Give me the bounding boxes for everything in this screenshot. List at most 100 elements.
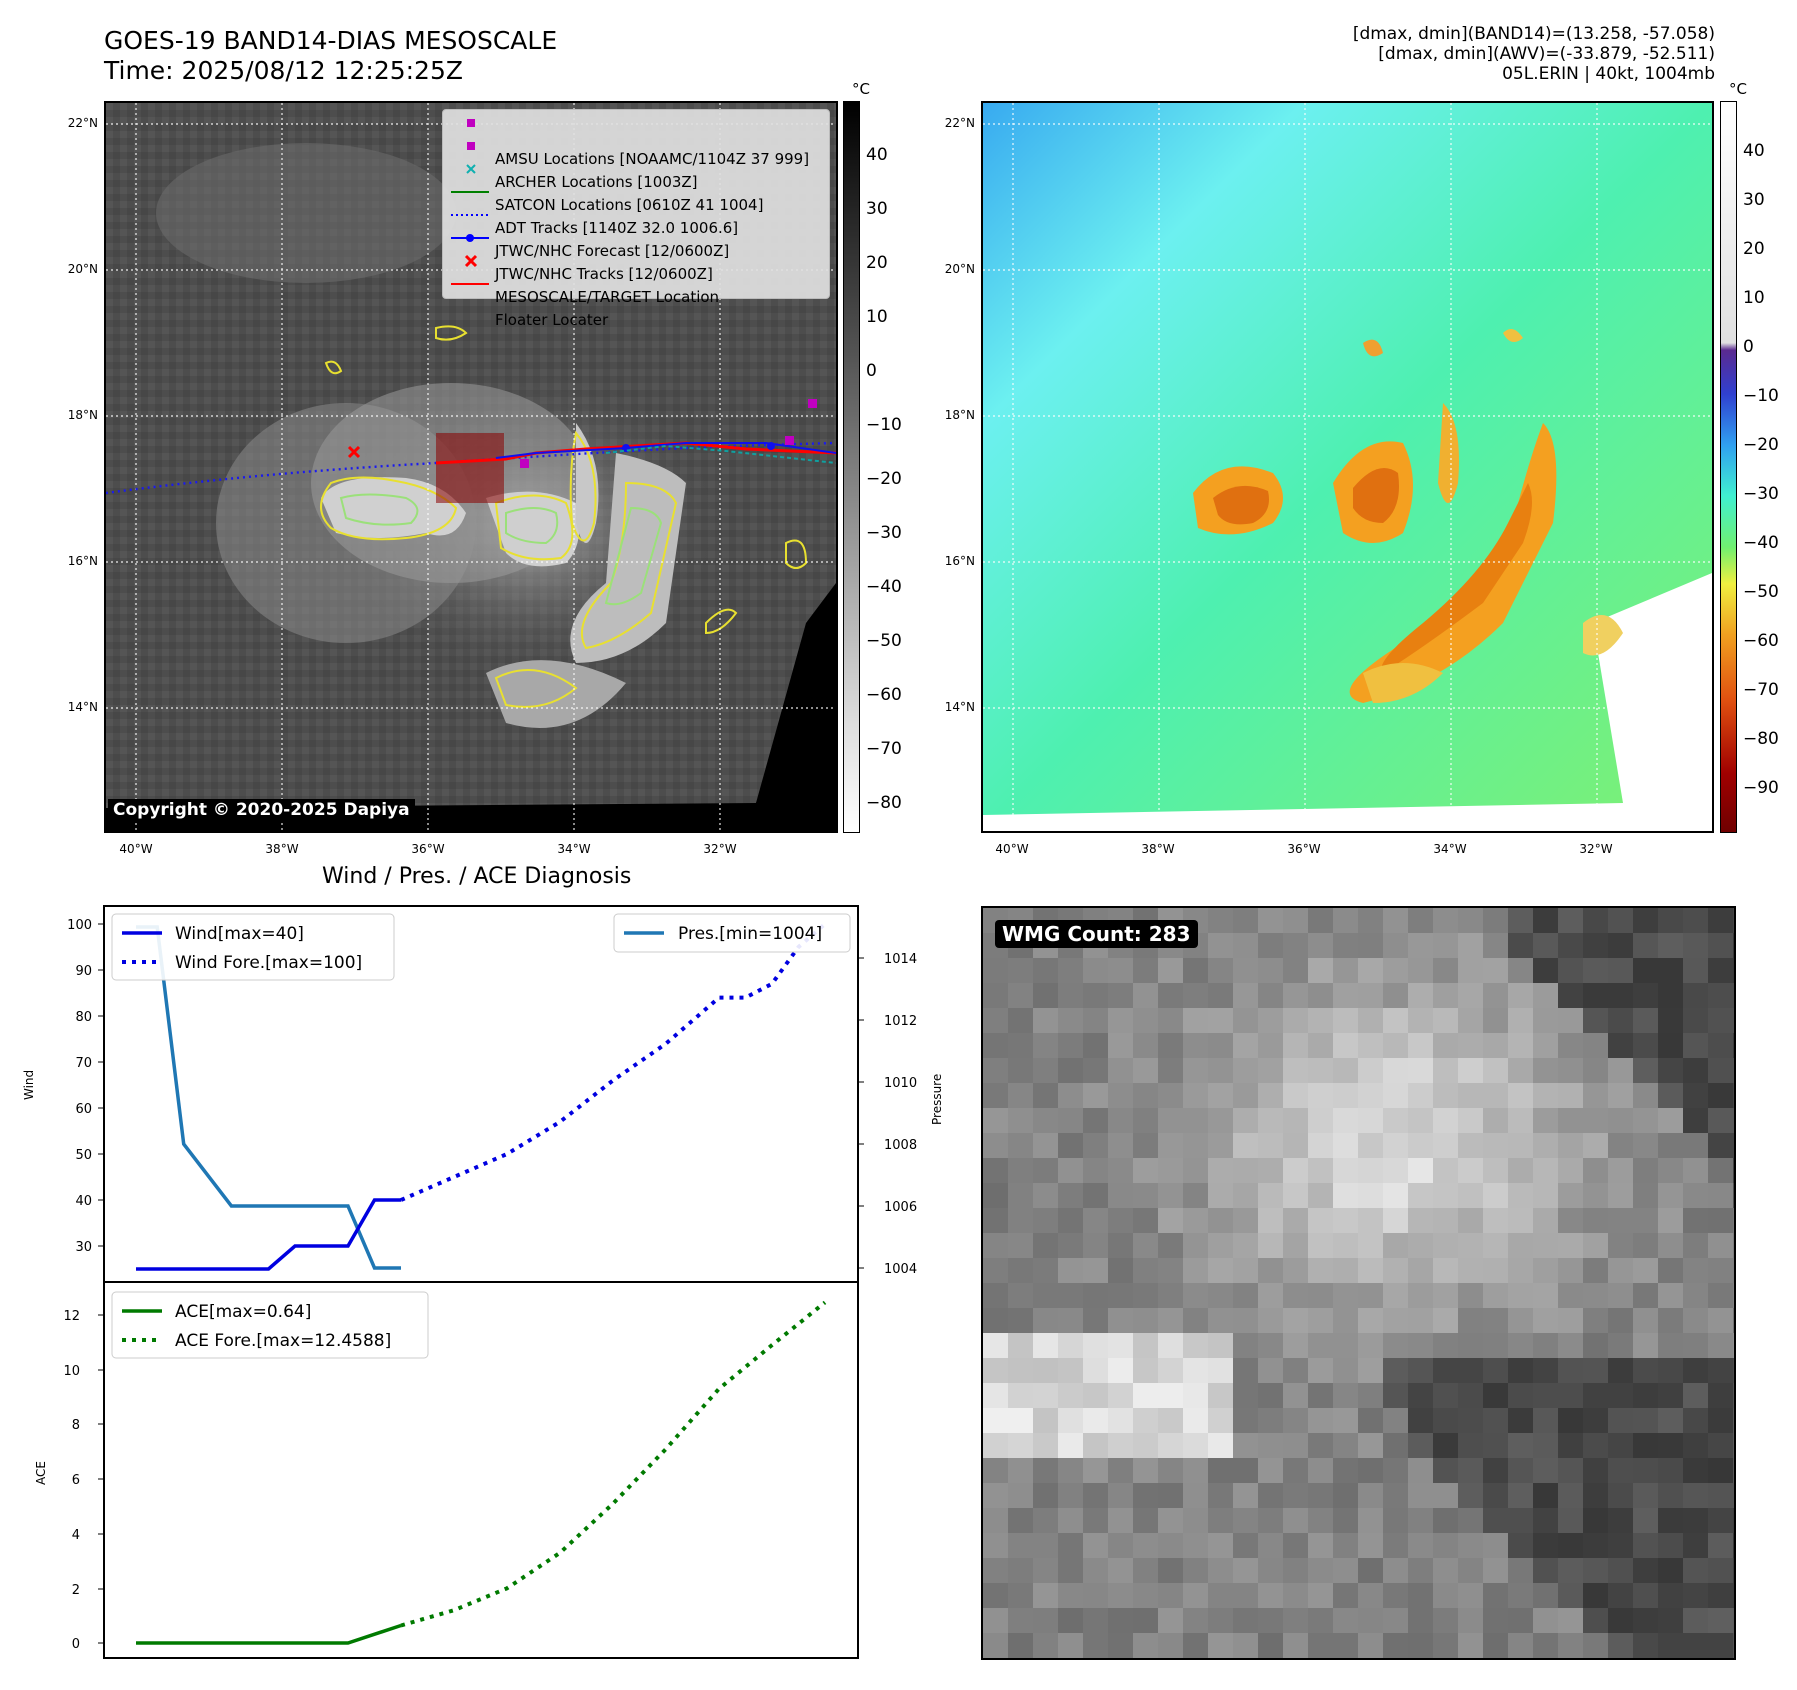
legend-ace-fore-label: ACE Fore.[max=12.4588] (175, 1331, 391, 1351)
legend-pressure-label: Pres.[min=1004] (678, 924, 822, 944)
lat-label: 20°N (67, 262, 98, 276)
line-marker-icon (451, 283, 489, 285)
chart-time: Time: 2025/08/12 12:25:25Z (104, 56, 463, 85)
lon-label: 36°W (411, 842, 445, 856)
legend-item: Floater Locater (443, 275, 608, 347)
wind-tick-label: 60 (75, 1102, 92, 1117)
ir-grayscale-map: AMSU Locations [NOAAMC/1104Z 37 999] ARC… (104, 101, 838, 833)
lon-label: 38°W (1141, 842, 1175, 856)
colorbar-tick: −70 (866, 739, 902, 759)
colorbar-tick: −10 (866, 415, 902, 435)
colorbar-tick: −50 (1743, 582, 1779, 602)
lon-label: 40°W (119, 842, 153, 856)
pressure-tick-label: 1004 (884, 1262, 917, 1277)
square-marker-icon (467, 119, 475, 127)
legend-item: AMSU Locations [NOAAMC/1104Z 37 999] (443, 114, 809, 186)
colorbar-tick: 40 (1743, 141, 1765, 161)
colorbar-tick: −10 (1743, 386, 1779, 406)
wind-series-line (136, 1198, 401, 1271)
wmg-panel: WMG Count: 283 (981, 906, 1736, 1660)
ace-tick-label: 2 (72, 1583, 80, 1598)
colorbar-tick: 20 (866, 253, 888, 273)
colorbar-tick: 20 (1743, 239, 1765, 259)
lat-label: 16°N (944, 554, 975, 568)
legend-item: JTWC/NHC Forecast [12/0600Z] (443, 206, 729, 278)
legend-ace-label: ACE[max=0.64] (175, 1302, 311, 1322)
ace-series-line (136, 1623, 402, 1645)
line-marker-icon (451, 191, 489, 193)
colorbar-color-unit: °C (1729, 80, 1747, 98)
legend-item: JTWC/NHC Tracks [12/0600Z] (443, 229, 713, 301)
colorbar-tick: −30 (1743, 484, 1779, 504)
line-dot-icon (451, 234, 489, 242)
mesoscale-box (436, 433, 504, 503)
pressure-tick-label: 1012 (884, 1014, 917, 1029)
lon-label: 40°W (995, 842, 1029, 856)
colorbar-tick: −30 (866, 523, 902, 543)
x-marker-icon (464, 254, 478, 268)
dmax-awv-info: [dmax, dmin](AWV)=(-33.879, -52.511) (1378, 44, 1715, 64)
lon-label: 32°W (1579, 842, 1613, 856)
pressure-tick-label: 1014 (884, 952, 917, 967)
pressure-tick-label: 1008 (884, 1138, 917, 1153)
lat-label: 14°N (67, 700, 98, 714)
lon-label: 34°W (557, 842, 591, 856)
colorbar-tick: −60 (866, 685, 902, 705)
colorbar-tick: −70 (1743, 680, 1779, 700)
lat-label: 18°N (67, 408, 98, 422)
colorbar-tick: 30 (866, 199, 888, 219)
diagnosis-title: Wind / Pres. / ACE Diagnosis (322, 864, 632, 889)
dmax-band14-info: [dmax, dmin](BAND14)=(13.258, -57.058) (1352, 24, 1715, 44)
wind-tick-label: 30 (75, 1240, 92, 1255)
square-marker-icon (467, 142, 475, 150)
colorbar-tick: −20 (866, 469, 902, 489)
map-legend: AMSU Locations [NOAAMC/1104Z 37 999] ARC… (442, 109, 830, 329)
lon-label: 34°W (1433, 842, 1467, 856)
wmg-count-badge: WMG Count: 283 (995, 920, 1198, 948)
legend-wind-fore-label: Wind Fore.[max=100] (175, 953, 362, 973)
legend-item: MESOSCALE/TARGET Location (443, 252, 719, 324)
pressure-tick-label: 1010 (884, 1076, 917, 1091)
pressure-series-line (136, 925, 401, 1270)
legend-wind-label: Wind[max=40] (175, 924, 304, 944)
colorbar-grayscale (843, 101, 860, 833)
ace-axes-frame (103, 1281, 859, 1659)
colorbar-tick: 0 (1743, 337, 1754, 357)
legend-item: ADT Tracks [1140Z 32.0 1006.6] (443, 183, 738, 255)
chart-title: GOES-19 BAND14-DIAS MESOSCALE (104, 26, 558, 55)
copyright-badge: Copyright © 2020-2025 Dapiya (108, 799, 415, 821)
colorbar-tick: −80 (1743, 729, 1779, 749)
wind-tick-label: 80 (75, 1010, 92, 1025)
ir-color-map (981, 101, 1714, 833)
wind-legend: Wind[max=40] Wind Fore.[max=100] (111, 913, 395, 981)
colorbar-tick: 10 (1743, 288, 1765, 308)
lat-label: 14°N (944, 700, 975, 714)
lat-label: 20°N (944, 262, 975, 276)
wind-tick-label: 50 (75, 1148, 92, 1163)
colorbar-tick: −40 (866, 577, 902, 597)
lon-label: 38°W (265, 842, 299, 856)
colorbar-gray-unit: °C (852, 80, 870, 98)
legend-item: SATCON Locations [0610Z 41 1004] (443, 160, 763, 232)
lat-label: 22°N (67, 116, 98, 130)
wind-tick-label: 90 (75, 964, 92, 979)
ace-tick-label: 6 (72, 1473, 80, 1488)
lon-label: 36°W (1287, 842, 1321, 856)
pressure-tick-label: 1006 (884, 1200, 917, 1215)
colorbar-tick: 40 (866, 145, 888, 165)
legend-item: ARCHER Locations [1003Z] (443, 137, 698, 209)
ace-tick-label: 4 (72, 1528, 80, 1543)
colorbar-tick: −80 (866, 793, 902, 813)
colorbar-tick: −60 (1743, 631, 1779, 651)
ace-forecast-series-line (400, 1300, 827, 1628)
ace-legend: ACE[max=0.64] ACE Fore.[max=12.4588] (111, 1291, 429, 1359)
colorbar-color (1720, 101, 1737, 833)
colorbar-tick: 10 (866, 307, 888, 327)
colorbar-tick: 30 (1743, 190, 1765, 210)
ace-tick-label: 10 (63, 1364, 80, 1379)
storm-info: 05L.ERIN | 40kt, 1004mb (1502, 64, 1715, 84)
ace-tick-label: 12 (63, 1309, 80, 1324)
colorbar-tick: −50 (866, 631, 902, 651)
pressure-legend: Pres.[min=1004] (613, 913, 851, 953)
diagnosis-chart: 100 90 80 70 60 50 40 30 1014 1012 1010 … (63, 905, 917, 1659)
